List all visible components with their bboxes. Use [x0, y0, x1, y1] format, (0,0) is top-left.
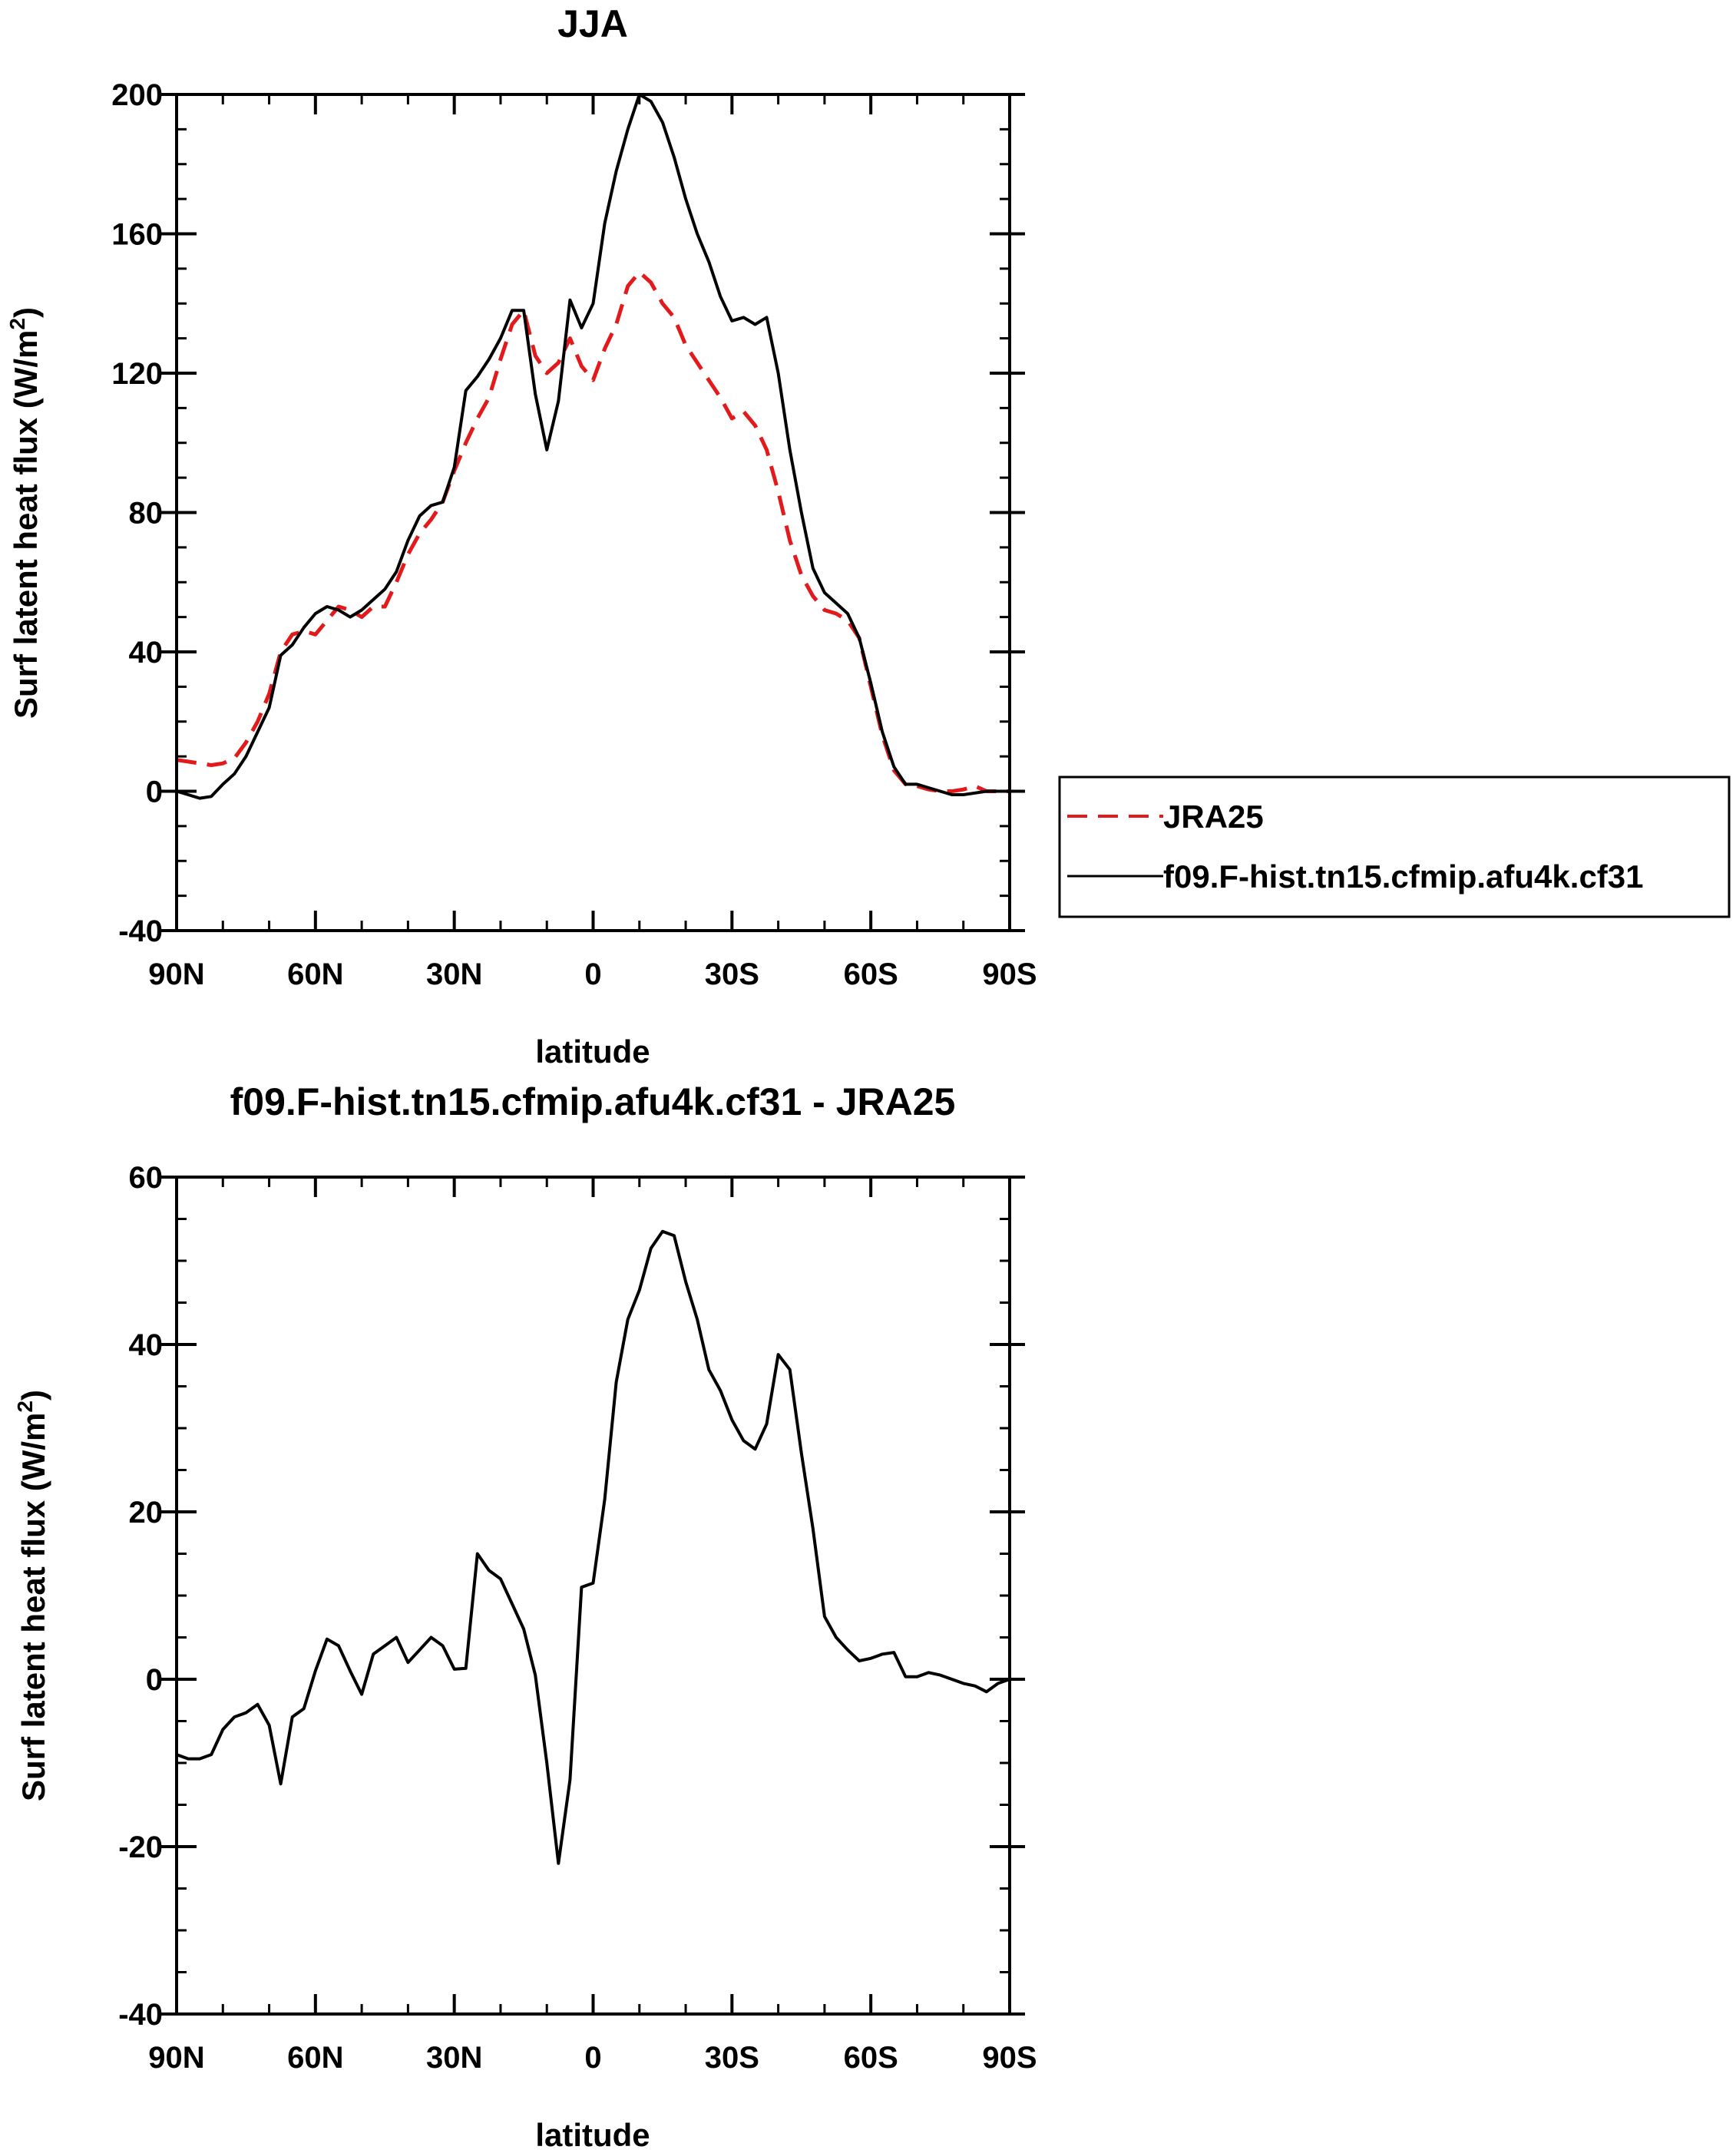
top-x-tick-label: 90N [148, 957, 204, 991]
bottom-x-axis-label: latitude [535, 2117, 650, 2153]
bottom-y-tick-label: 0 [146, 1663, 163, 1697]
top-series-jra25-line [176, 270, 1010, 793]
top-series-f09-f-hist-tn15-cfmip-afu4k-cf31-line [176, 93, 1010, 800]
bottom-series-difference-line [176, 1229, 1010, 1865]
bottom-y-tick-label: 20 [129, 1496, 164, 1530]
top-y-axis-label: Surf latent heat flux (W/m2) [5, 307, 44, 719]
top-plot-frame [175, 93, 1011, 932]
top-y-tick-label: 40 [129, 636, 164, 670]
top-y-tick-label: 120 [111, 357, 163, 391]
bottom-y-axis-label: Surf latent heat flux (W/m2) [13, 1390, 51, 1801]
bottom-x-tick-label: 60N [287, 2041, 343, 2075]
top-x-tick-label: 90S [982, 957, 1037, 991]
bottom-x-tick-label: 60S [844, 2041, 898, 2075]
legend-box [1058, 776, 1731, 918]
bottom-y-axis-label-sup: 2 [13, 1401, 37, 1413]
top-x-tick-label: 0 [584, 957, 601, 991]
top-x-tick-label: 30N [426, 957, 482, 991]
top-y-axis-label-close: ) [8, 307, 44, 318]
bottom-y-tick-label: 40 [129, 1328, 164, 1362]
bottom-y-tick-label: 60 [129, 1161, 164, 1195]
bottom-chart-title: f09.F-hist.tn15.cfmip.afu4k.cf31 - JRA25 [230, 1080, 956, 1123]
legend-label-jra25: JRA25 [1163, 799, 1264, 835]
top-x-tick-label: 60S [844, 957, 898, 991]
top-y-tick-label: 160 [111, 218, 163, 252]
bottom-y-axis-label-main: Surf latent heat flux (W/m [15, 1413, 51, 1801]
top-y-axis-label-main: Surf latent heat flux (W/m [8, 330, 44, 719]
top-y-axis-label-sup: 2 [5, 318, 29, 330]
bottom-x-tick-label: 90S [982, 2041, 1037, 2075]
bottom-x-tick-label: 30S [705, 2041, 759, 2075]
bottom-plot-frame [175, 1176, 1011, 2016]
top-axis-ticks: 90N 60N 30N 0 30S 60S 90S -40 0 40 80 120 160 200 [111, 78, 1037, 991]
top-x-tick-label: 30S [705, 957, 759, 991]
top-x-tick-label: 60N [287, 957, 343, 991]
top-y-tick-label: 80 [129, 497, 164, 531]
bottom-y-tick-label: -40 [118, 1998, 163, 2032]
bottom-axis-ticks: 90N 60N 30N 0 30S 60S 90S -40 -20 0 20 40 60 [118, 1161, 1037, 2075]
top-x-axis-label: latitude [535, 1034, 650, 1070]
bottom-x-tick-label: 90N [148, 2041, 204, 2075]
bottom-y-tick-label: -20 [118, 1831, 163, 1864]
legend-label-model: f09.F-hist.tn15.cfmip.afu4k.cf31 [1163, 858, 1644, 895]
top-y-tick-label: 0 [146, 776, 163, 809]
bottom-y-axis-label-close: ) [15, 1390, 51, 1401]
bottom-x-tick-label: 30N [426, 2041, 482, 2075]
top-y-tick-label: 200 [111, 78, 163, 112]
top-chart-title: JJA [557, 2, 628, 45]
legend: JRA25 f09.F-hist.tn15.cfmip.afu4k.cf31 [1058, 776, 1731, 918]
top-panel: JJA 90N 60N 30N 0 30S 60S 90S -40 0 40 80 120 160 200… [5, 2, 1037, 1070]
bottom-x-tick-label: 0 [584, 2041, 601, 2075]
bottom-plot-area [176, 1229, 1010, 1865]
top-plot-area [176, 93, 1010, 800]
bottom-panel: f09.F-hist.tn15.cfmip.afu4k.cf31 - JRA25… [13, 1080, 1037, 2153]
top-y-tick-label: -40 [118, 914, 163, 948]
